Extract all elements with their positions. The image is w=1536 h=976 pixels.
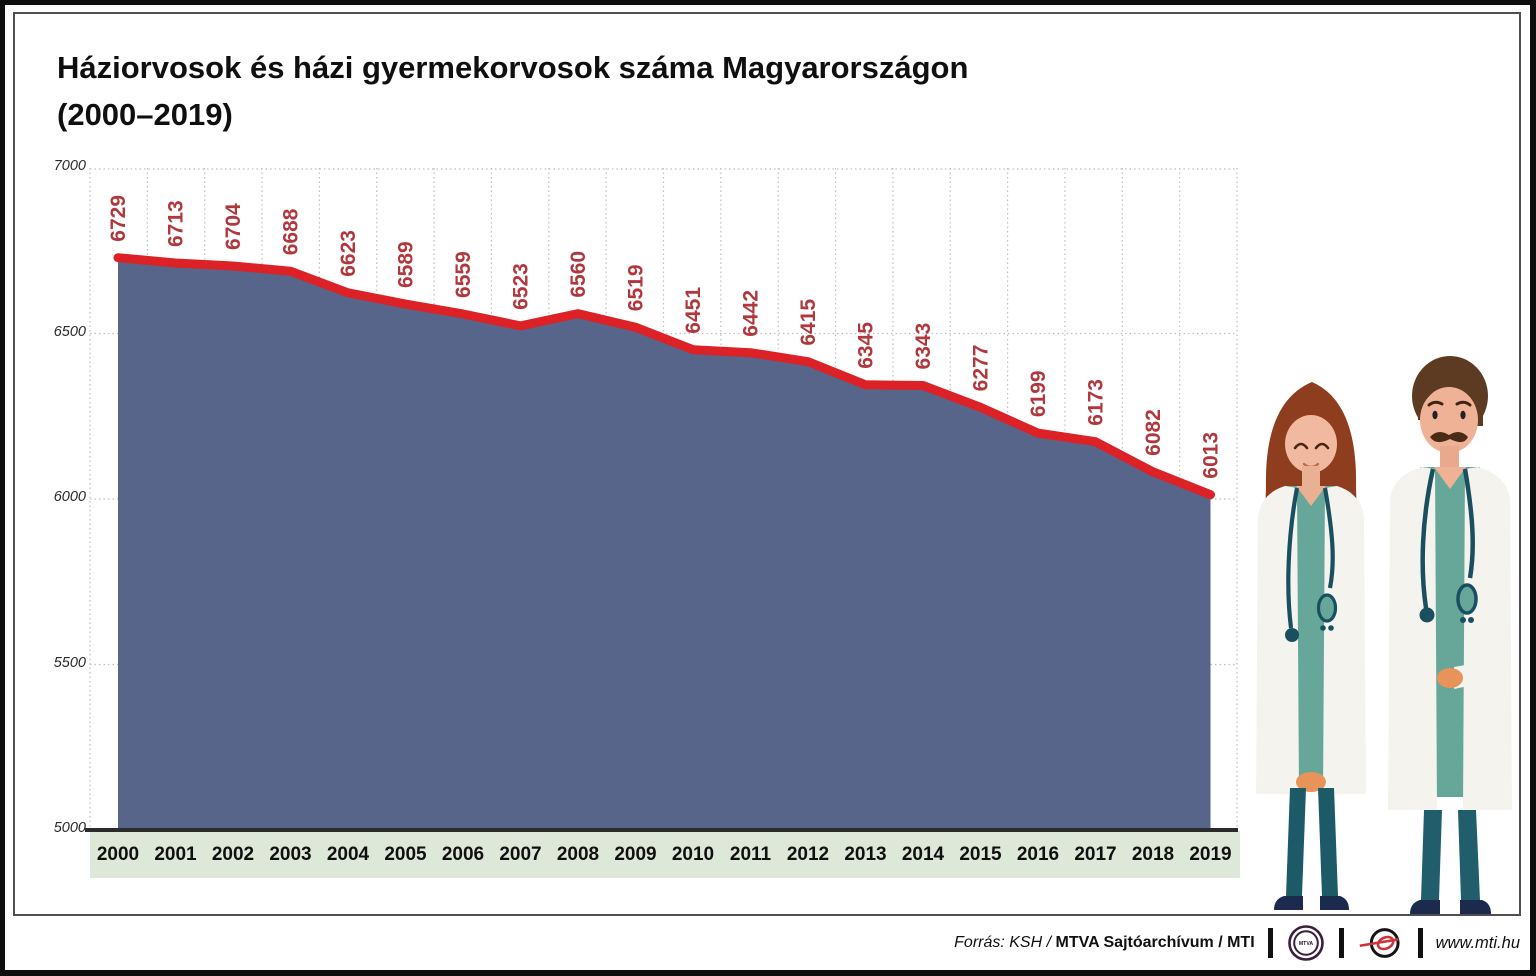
x-tick-label: 2006 [441, 843, 485, 865]
value-label: 6589 [395, 241, 418, 288]
value-label: 6704 [222, 203, 245, 250]
value-label: 6013 [1200, 432, 1223, 479]
x-axis-strip: 2000 2001 2002 2003 2004 2005 2006 2007 2008 2009… [90, 831, 1240, 878]
value-label: 6519 [625, 264, 648, 311]
chart-title-line2: (2000–2019) [57, 97, 233, 132]
x-tick-label: 2007 [499, 843, 542, 865]
value-label: 6713 [165, 200, 188, 247]
trend-line [113, 253, 1215, 500]
x-tick-label: 2003 [269, 843, 312, 865]
chart-title: Háziorvosok és házi gyermekorvosok száma… [57, 44, 1157, 138]
area-chart-plot: 6729 6713 6704 6688 6623 6589 6559 6523 6560 6519… [89, 168, 1238, 830]
x-tick-label: 2009 [614, 843, 657, 865]
y-tick-label: 6500 [53, 323, 86, 340]
y-tick-label: 6000 [53, 489, 86, 505]
area-fill [118, 257, 1211, 830]
x-tick-label: 2014 [901, 843, 945, 865]
value-label: 6082 [1142, 409, 1165, 456]
value-label: 6451 [682, 287, 705, 334]
x-tick-label: 2001 [154, 843, 197, 865]
value-label: 6623 [337, 230, 360, 277]
source-suffix: / MTI [1218, 934, 1255, 951]
x-tick-label: 2008 [556, 843, 600, 865]
outer-border [0, 0, 5, 976]
outer-border [1530, 0, 1536, 976]
x-tick-label: 2004 [326, 843, 370, 865]
value-label: 6173 [1085, 379, 1108, 426]
value-label: 6729 [107, 195, 130, 242]
outer-border [0, 0, 1536, 5]
source-prefix: Forrás: KSH / [954, 934, 1052, 951]
value-label: 6343 [912, 323, 935, 370]
source-archive: MTVA Sajtóarchívum [1055, 934, 1214, 951]
outer-border [0, 970, 1536, 976]
value-label: 6442 [740, 290, 763, 337]
x-axis-line [85, 828, 1238, 832]
footer: Forrás: KSH / MTVA Sajtóarchívum / MTI M… [954, 916, 1520, 970]
mti-logo-icon [1359, 928, 1400, 958]
mtva-logo-icon: MTVA [1287, 925, 1324, 961]
x-tick-label: 2015 [959, 843, 1002, 865]
value-label: 6560 [567, 251, 590, 298]
female-doctor-figure [1256, 382, 1366, 910]
x-tick-label: 2016 [1016, 843, 1060, 865]
source-credit: Forrás: KSH / MTVA Sajtóarchívum / MTI [954, 934, 1255, 952]
chart-title-line1: Háziorvosok és házi gyermekorvosok száma… [57, 50, 969, 85]
website-link: www.mti.hu [1435, 933, 1520, 952]
footer-separator [1338, 928, 1344, 958]
x-tick-label: 2005 [384, 843, 427, 865]
value-label: 6277 [970, 345, 993, 392]
x-tick-label: 2018 [1131, 843, 1175, 865]
value-label: 6345 [855, 322, 878, 369]
y-tick-label: 5500 [53, 654, 86, 671]
male-doctor-figure [1388, 356, 1512, 914]
y-tick-label: 5000 [53, 820, 86, 836]
footer-separator [1417, 928, 1423, 958]
footer-separator [1267, 928, 1273, 958]
y-tick-label: 7000 [53, 158, 86, 174]
value-label: 6199 [1027, 370, 1050, 417]
value-label: 6523 [510, 263, 533, 310]
x-tick-label: 2002 [211, 843, 255, 865]
x-tick-label: 2010 [671, 843, 715, 865]
value-label: 6559 [452, 251, 475, 298]
doctors-illustration [1256, 356, 1512, 914]
x-tick-label: 2012 [786, 843, 830, 865]
svg-text:MTVA: MTVA [1298, 941, 1313, 947]
x-tick-label: 2019 [1189, 843, 1232, 865]
x-tick-label: 2013 [844, 843, 887, 865]
value-label: 6688 [280, 208, 303, 255]
value-label: 6415 [797, 299, 820, 346]
x-tick-label: 2000 [96, 843, 140, 865]
x-tick-label: 2011 [729, 843, 772, 865]
x-tick-label: 2017 [1074, 843, 1117, 865]
